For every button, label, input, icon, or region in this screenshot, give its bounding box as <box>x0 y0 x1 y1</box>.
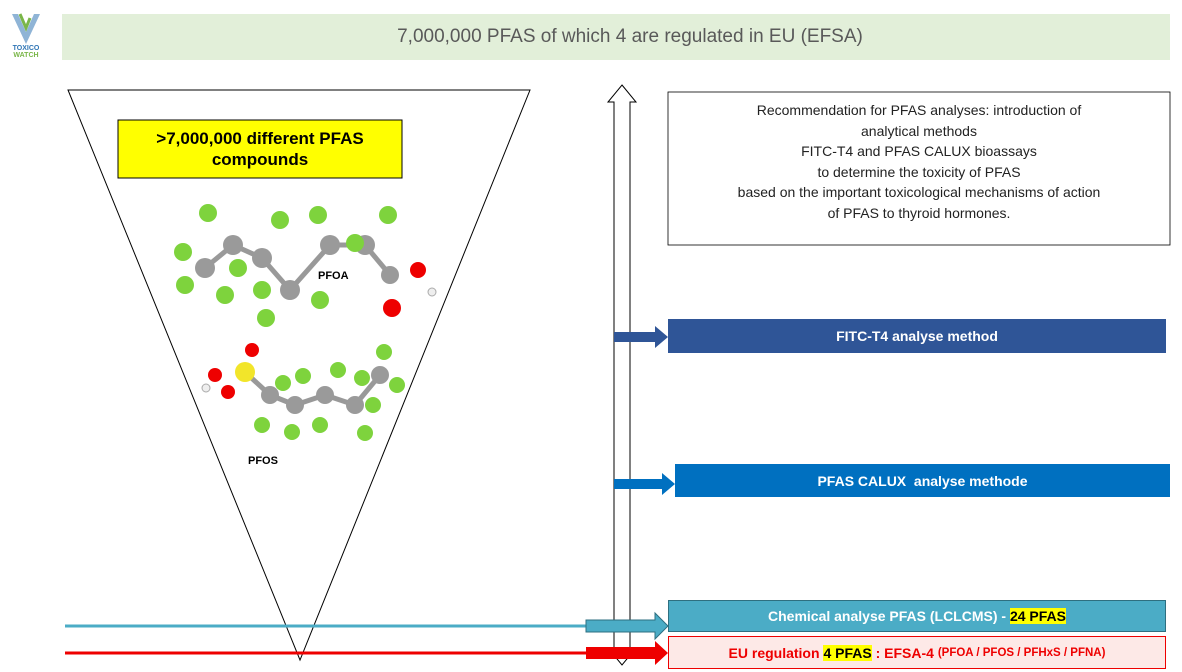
molecule-pfos-atoms <box>201 343 405 441</box>
logo-mark <box>12 14 40 44</box>
text-line: to determine the toxicity of PFAS <box>817 163 1021 180</box>
recommendation: Recommendation for PFAS analyses: introd… <box>668 100 1170 224</box>
text: : <box>871 644 885 661</box>
text-line: FITC-T4 and PFAS CALUX bioassays <box>801 143 1037 160</box>
logo-text: TOXICO <box>12 45 40 52</box>
text-line: Recommendation for PFAS analyses: introd… <box>756 102 1082 118</box>
text-line: of PFAS to thyroid hormones. <box>827 204 1011 221</box>
method-box: FITC-T4 analyse method <box>668 319 1166 353</box>
molecule-label: PFOA <box>318 270 349 282</box>
arrow <box>614 326 668 348</box>
funnel-label: >7,000,000 different PFAS compounds <box>156 129 364 169</box>
method-box: EU regulation 4 PFAS : EFSA-4 (PFOA / PF… <box>668 636 1166 669</box>
molecule-label: PFOS <box>248 455 278 467</box>
text: Chemical analyse PFAS (LCLCMS) - <box>768 608 1010 624</box>
logo: TOXICO WATCH <box>6 45 46 59</box>
molecule-pfoa-atoms <box>174 204 437 327</box>
header-bar <box>62 14 1170 60</box>
highlight: 24 PFAS <box>1009 608 1066 624</box>
arrow <box>614 473 675 495</box>
funnel-label-box <box>117 119 403 179</box>
method-box: PFAS CALUX analyse methode <box>675 464 1170 497</box>
text: (PFOA / PFOS / PFHxS / PFNA) <box>937 646 1106 659</box>
funnel <box>67 89 531 662</box>
text: EU regulation <box>728 644 824 661</box>
text-line: based on the important toxicological mec… <box>737 184 1101 201</box>
highlight: 4 PFAS <box>823 644 872 661</box>
recommendation-box <box>667 91 1171 246</box>
method-box: Chemical analyse PFAS (LCLCMS) - 24 PFAS <box>668 600 1166 632</box>
text: EFSA-4 <box>884 644 938 661</box>
text-line: analytical methods <box>861 122 977 139</box>
arrow <box>585 611 669 641</box>
header-title: 7,000,000 PFAS of which 4 are regulated … <box>397 26 863 47</box>
arrow <box>586 641 668 665</box>
logo-text: WATCH <box>13 52 39 59</box>
double-arrow <box>606 84 638 666</box>
logo-mark <box>18 13 32 32</box>
